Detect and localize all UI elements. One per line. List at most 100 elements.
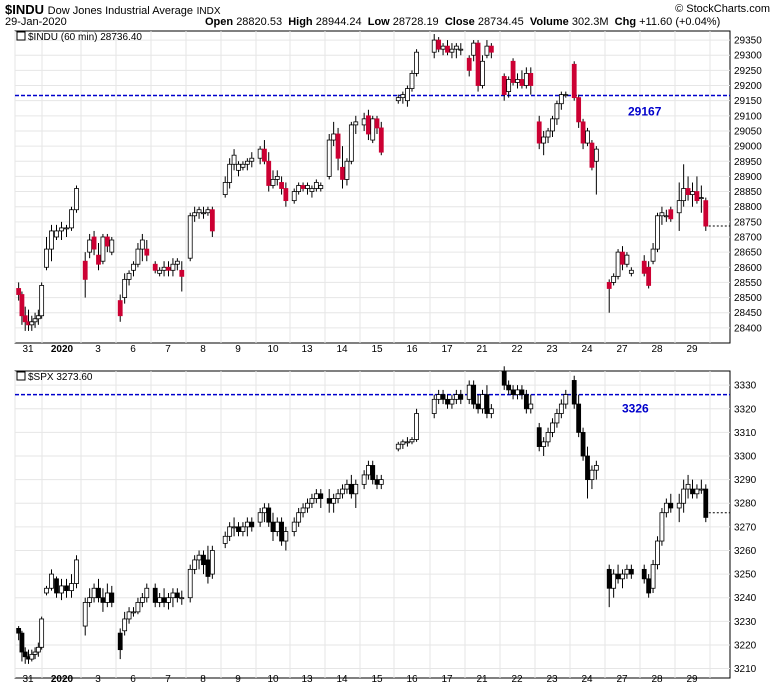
candle-body bbox=[431, 398, 437, 414]
candle-body bbox=[309, 498, 315, 504]
candle-body bbox=[659, 212, 665, 217]
candle-body bbox=[54, 230, 59, 238]
candle-body bbox=[231, 154, 237, 165]
y-tick-label: 3290 bbox=[734, 475, 757, 486]
candle-body bbox=[436, 39, 442, 50]
x-tick-label: 15 bbox=[371, 674, 383, 685]
candle-body bbox=[69, 583, 74, 592]
candle-body bbox=[19, 632, 25, 653]
x-tick-label: 31 bbox=[22, 344, 34, 355]
candle-body bbox=[131, 263, 136, 271]
candle-body bbox=[650, 248, 656, 262]
y-tick-label: 28800 bbox=[734, 202, 762, 213]
candle-body bbox=[236, 526, 241, 532]
candle-body bbox=[227, 163, 233, 183]
candle-body bbox=[117, 632, 123, 651]
candle-body bbox=[74, 188, 79, 211]
y-tick-label: 29000 bbox=[734, 142, 762, 153]
candle-body bbox=[179, 269, 185, 277]
candle-body bbox=[257, 148, 263, 159]
candle-body bbox=[361, 118, 367, 126]
x-tick-label: 27 bbox=[616, 674, 628, 685]
candle-body bbox=[400, 94, 406, 99]
candle-body bbox=[227, 526, 233, 537]
y-tick-label: 3300 bbox=[734, 452, 757, 463]
candle-body bbox=[475, 403, 481, 410]
candle-body bbox=[528, 403, 534, 410]
y-tick-label: 29200 bbox=[734, 81, 762, 92]
plot-frame bbox=[14, 370, 731, 679]
candle-body bbox=[641, 260, 647, 274]
candle-body bbox=[445, 45, 450, 53]
x-tick-label: 10 bbox=[267, 674, 279, 685]
candle-body bbox=[283, 188, 289, 202]
x-tick-label: 10 bbox=[267, 344, 279, 355]
resistance-level-label: 3326 bbox=[622, 402, 649, 416]
candle-body bbox=[305, 502, 310, 509]
candle-body bbox=[144, 587, 150, 599]
x-tick-label: 7 bbox=[165, 674, 171, 685]
candle-body bbox=[694, 488, 700, 495]
candle-body bbox=[244, 521, 250, 528]
chart-header-line2: 29-Jan-2020 bbox=[5, 16, 67, 28]
candle-body bbox=[82, 602, 88, 627]
candle-body bbox=[580, 431, 586, 457]
candle-body bbox=[528, 73, 534, 86]
x-tick-label: 17 bbox=[441, 344, 453, 355]
candle-body bbox=[484, 45, 490, 56]
candle-body bbox=[541, 441, 547, 447]
candle-body bbox=[49, 573, 54, 589]
candle-body bbox=[201, 212, 206, 215]
candle-body bbox=[466, 57, 472, 71]
y-tick-label: 29100 bbox=[734, 111, 762, 122]
y-tick-label: 29150 bbox=[734, 96, 762, 107]
y-tick-label: 28650 bbox=[734, 248, 762, 259]
candle-body bbox=[35, 315, 41, 320]
y-tick-label: 28400 bbox=[734, 323, 762, 334]
y-tick-label: 3330 bbox=[734, 381, 757, 392]
candle-body bbox=[681, 488, 687, 504]
candle-body bbox=[405, 88, 410, 102]
candle-body bbox=[32, 651, 38, 655]
candle-body bbox=[135, 248, 141, 265]
candle-body bbox=[262, 507, 267, 514]
y-tick-label: 28750 bbox=[734, 217, 762, 228]
plot-frame bbox=[14, 30, 731, 344]
candle-body bbox=[501, 370, 507, 386]
x-tick-label: 21 bbox=[476, 344, 488, 355]
candle-body bbox=[291, 191, 297, 202]
candle-body bbox=[35, 646, 41, 653]
candle-body bbox=[445, 398, 450, 405]
panel-marker-icon bbox=[16, 31, 26, 41]
y-tick-label: 3260 bbox=[734, 546, 757, 557]
candle-body bbox=[545, 130, 551, 138]
candle-body bbox=[668, 502, 674, 509]
candle-body bbox=[205, 209, 211, 214]
candle-body bbox=[296, 512, 302, 523]
candle-body bbox=[161, 266, 167, 271]
x-tick-label: 16 bbox=[406, 674, 418, 685]
candle-body bbox=[340, 488, 345, 495]
candle-body bbox=[283, 531, 289, 542]
candle-body bbox=[449, 48, 455, 53]
x-tick-label: 3 bbox=[95, 344, 101, 355]
x-tick-label: 16 bbox=[406, 344, 418, 355]
x-tick-label: 2020 bbox=[51, 344, 74, 355]
candle-body bbox=[480, 394, 485, 410]
y-tick-label: 28950 bbox=[734, 157, 762, 168]
y-tick-label: 28550 bbox=[734, 278, 762, 289]
x-tick-label: 14 bbox=[336, 344, 348, 355]
candle-body bbox=[378, 479, 384, 485]
y-tick-label: 3240 bbox=[734, 593, 757, 604]
candle-body bbox=[576, 97, 582, 123]
candle-body bbox=[519, 389, 525, 396]
price-panel-1: 28400 28450 28500 28550 28600 28650 28700 28750… bbox=[14, 30, 762, 355]
x-tick-label: 22 bbox=[511, 674, 523, 685]
volume-value: 302.3M bbox=[571, 16, 609, 28]
candle-body bbox=[690, 191, 695, 195]
x-tick-label: 17 bbox=[441, 674, 453, 685]
candle-body bbox=[174, 260, 180, 265]
candle-body bbox=[196, 554, 202, 561]
candle-body bbox=[585, 130, 590, 144]
candle-body bbox=[698, 197, 704, 200]
